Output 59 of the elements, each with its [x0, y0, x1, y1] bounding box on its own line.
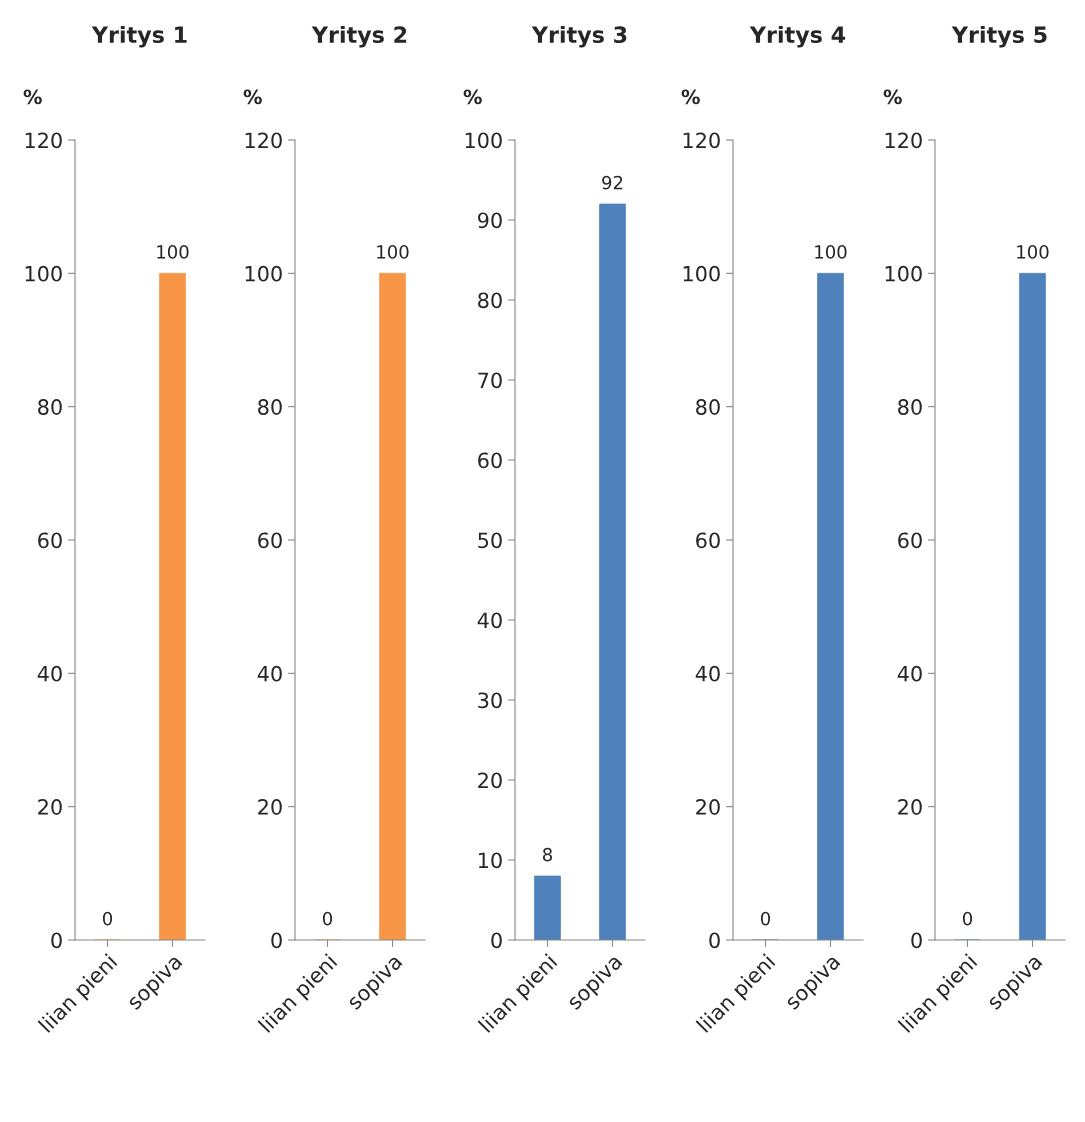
data-label: 92: [602, 175, 623, 190]
chart-title: Yritys 3: [531, 25, 627, 48]
y-tick-label: 40: [897, 665, 922, 682]
y-tick-label: 120: [885, 132, 922, 149]
y-tick-label: 10: [478, 852, 502, 869]
y-axis-title: %: [23, 89, 42, 105]
data-label: 100: [1017, 245, 1049, 259]
y-tick-label: 80: [38, 399, 62, 415]
data-label: 100: [815, 245, 847, 259]
y-tick-label: 0: [491, 932, 502, 949]
data-label: 0: [322, 911, 333, 926]
y-tick-label: 20: [478, 772, 502, 789]
y-tick-label: 100: [25, 265, 62, 282]
y-tick-label: 70: [478, 372, 502, 389]
y-tick-label: 80: [696, 399, 720, 415]
y-tick-label: 120: [245, 132, 282, 149]
chart-title: Yritys 4: [749, 25, 846, 48]
y-tick-label: 60: [696, 532, 720, 549]
chart-title: Yritys 2: [311, 25, 407, 48]
y-tick-label: 0: [51, 932, 62, 949]
data-label: 0: [102, 911, 113, 926]
y-tick-label: 0: [911, 932, 922, 949]
y-tick-label: 100: [885, 265, 922, 282]
y-tick-label: 100: [245, 265, 282, 282]
data-label: 100: [157, 245, 189, 259]
data-label: 100: [377, 245, 409, 259]
y-tick-label: 40: [257, 665, 282, 682]
chart-title: Yritys 5: [951, 25, 1047, 48]
y-tick-label: 100: [465, 132, 502, 149]
y-tick-label: 100: [683, 265, 720, 282]
y-axis-title: %: [463, 89, 482, 105]
data-label: 0: [760, 911, 771, 926]
y-tick-label: 20: [898, 799, 922, 815]
y-tick-label: 80: [478, 292, 502, 309]
y-tick-label: 120: [683, 132, 720, 149]
y-axis-title: %: [243, 89, 262, 105]
y-tick-label: 40: [477, 612, 502, 629]
y-tick-label: 0: [271, 932, 282, 949]
y-tick-label: 60: [38, 532, 62, 549]
y-tick-label: 30: [478, 692, 502, 709]
y-tick-label: 20: [258, 799, 282, 815]
y-tick-label: 80: [898, 399, 922, 415]
y-tick-label: 120: [25, 132, 62, 149]
data-label: 0: [962, 911, 973, 926]
y-axis-title: %: [681, 89, 700, 105]
y-tick-label: 60: [898, 532, 922, 549]
y-tick-label: 40: [695, 665, 720, 682]
chart-title: Yritys 1: [91, 25, 187, 48]
y-tick-label: 60: [258, 532, 282, 549]
y-tick-label: 50: [478, 532, 502, 549]
y-tick-label: 80: [258, 399, 282, 415]
data-label: 8: [542, 847, 553, 862]
y-tick-label: 20: [38, 799, 62, 815]
y-tick-label: 20: [696, 799, 720, 815]
y-tick-label: 0: [709, 932, 720, 949]
y-tick-label: 90: [478, 212, 502, 229]
y-tick-label: 60: [478, 452, 502, 469]
y-tick-label: 40: [37, 665, 62, 682]
y-axis-title: %: [883, 89, 902, 105]
